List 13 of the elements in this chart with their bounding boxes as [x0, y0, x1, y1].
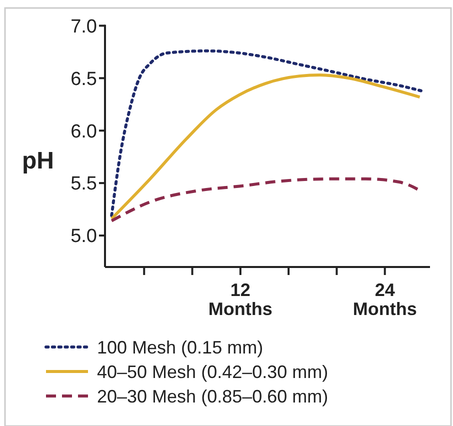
x-tick-label: 24 Months	[352, 280, 417, 319]
y-axis-title: pH	[22, 147, 54, 174]
y-tick-label: 6.0	[70, 121, 97, 142]
line-series	[110, 74, 422, 220]
y-tick-label: 5.5	[70, 174, 97, 195]
legend-label: 100 Mesh (0.15 mm)	[97, 337, 264, 358]
y-tick-label: 6.5	[70, 68, 97, 90]
x-tick-label: 12 Months	[208, 280, 272, 319]
y-tick-label: 5.0	[70, 226, 97, 248]
legend-label: 20–30 Mesh (0.85–0.60 mm)	[97, 386, 328, 406]
y-tick-label: 7.0	[70, 16, 97, 38]
legend-label: 40–50 Mesh (0.42–0.30 mm)	[97, 362, 328, 382]
line-series	[110, 49, 422, 218]
